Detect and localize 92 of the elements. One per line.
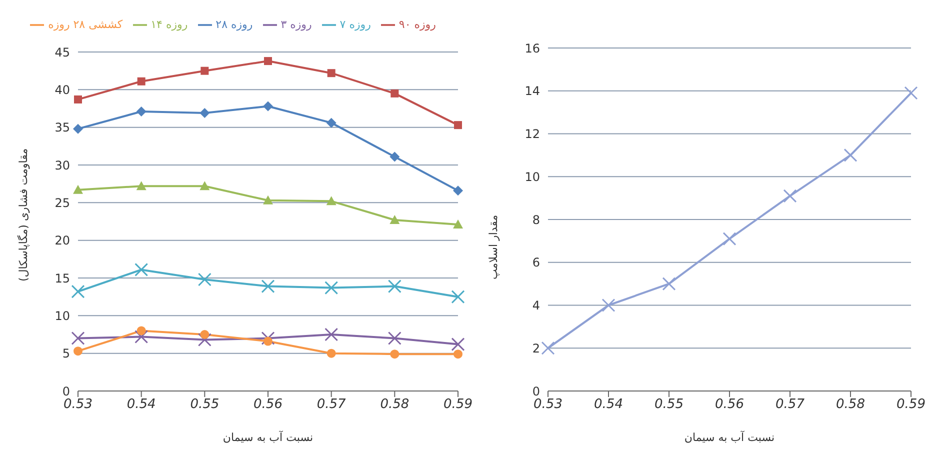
point [263, 101, 273, 112]
point [200, 330, 210, 339]
x-tick-label: 0.54 [126, 397, 156, 412]
point [844, 148, 858, 162]
x-tick-label: 0.55 [654, 397, 684, 412]
point [136, 326, 146, 336]
point [388, 332, 402, 346]
x-tick-label: 0.53 [64, 397, 92, 412]
point [261, 280, 275, 294]
x-tick-label: 0.56 [715, 397, 744, 412]
point [74, 346, 82, 356]
legend-label: ۹۰ روزه [398, 18, 436, 32]
x-tick-label: 0.55 [190, 397, 220, 412]
y-tick-label: 10 [524, 170, 540, 184]
x-axis-title: نسبت آب به سیمان [222, 430, 314, 444]
y-tick-label: 8 [532, 212, 540, 227]
point [327, 69, 336, 78]
y-tick-label: 0 [62, 384, 70, 398]
point [390, 214, 400, 224]
point [263, 195, 273, 204]
x-tick-label: 0.54 [594, 397, 623, 412]
point [136, 106, 146, 117]
x-tick-label: 0.57 [316, 397, 347, 412]
y-tick-label: 16 [524, 41, 540, 56]
y-tick-label: 4 [532, 298, 540, 313]
point [390, 152, 400, 162]
point [602, 298, 616, 312]
point [137, 77, 146, 86]
y-tick-label: 40 [54, 82, 70, 97]
point [73, 184, 83, 194]
x-tick-label: 0.53 [534, 397, 562, 412]
legend-label: ۷ روزه [340, 18, 371, 32]
y-axis-title: مقدار اسلامپ [486, 214, 500, 280]
point [326, 118, 336, 128]
point [390, 89, 399, 98]
y-tick-label: 2 [532, 341, 540, 356]
point [453, 220, 463, 229]
y-tick-label: 15 [54, 271, 70, 286]
point [324, 328, 338, 342]
point [783, 189, 797, 203]
point [388, 280, 402, 294]
point [390, 350, 400, 359]
point [71, 332, 85, 346]
y-tick-label: 6 [532, 256, 540, 270]
point [200, 181, 210, 190]
y-tick-label: 30 [54, 158, 70, 172]
y-tick-label: 10 [54, 308, 70, 323]
point [326, 348, 336, 358]
point [261, 332, 275, 346]
point [904, 86, 918, 100]
point [73, 124, 83, 134]
point [264, 336, 272, 346]
y-tick-label: 12 [524, 127, 540, 142]
y-axis-title: مقاومت فشاری (مگاپاسکال) [16, 148, 30, 282]
point [453, 186, 463, 196]
point [200, 66, 209, 75]
point [662, 277, 676, 291]
x-axis-title: نسبت آب به سیمان [684, 430, 775, 444]
point [326, 196, 336, 206]
point [541, 341, 555, 355]
point [454, 350, 462, 359]
y-tick-label: 0 [532, 384, 540, 398]
point [722, 232, 736, 246]
y-tick-label: 14 [524, 84, 540, 98]
x-tick-label: 0.56 [254, 397, 282, 412]
legend-label: کششی ۲۸ روزه [48, 18, 123, 32]
point [200, 108, 210, 118]
x-tick-label: 0.57 [776, 397, 806, 412]
y-tick-label: 25 [54, 196, 70, 210]
legend-label: ۳ روزه [280, 18, 312, 32]
point [74, 95, 82, 104]
y-tick-label: 5 [62, 346, 70, 361]
x-tick-label: 0.58 [380, 397, 410, 412]
point [198, 333, 212, 347]
legend-label: ۲۸ روزه [216, 18, 253, 32]
point [264, 57, 272, 66]
point [324, 281, 338, 295]
point [134, 262, 148, 276]
point [454, 121, 462, 130]
point [198, 272, 212, 286]
x-tick-label: 0.59 [444, 397, 472, 412]
point [71, 284, 85, 298]
point [136, 181, 146, 190]
point [451, 290, 465, 304]
y-tick-label: 20 [54, 234, 70, 248]
x-tick-label: 0.59 [896, 397, 926, 412]
legend-label: ۱۴ روزه [150, 18, 188, 32]
point [451, 338, 465, 352]
point [134, 330, 148, 344]
x-tick-label: 0.58 [836, 397, 865, 412]
y-tick-label: 45 [54, 45, 70, 60]
y-tick-label: 35 [54, 120, 70, 135]
